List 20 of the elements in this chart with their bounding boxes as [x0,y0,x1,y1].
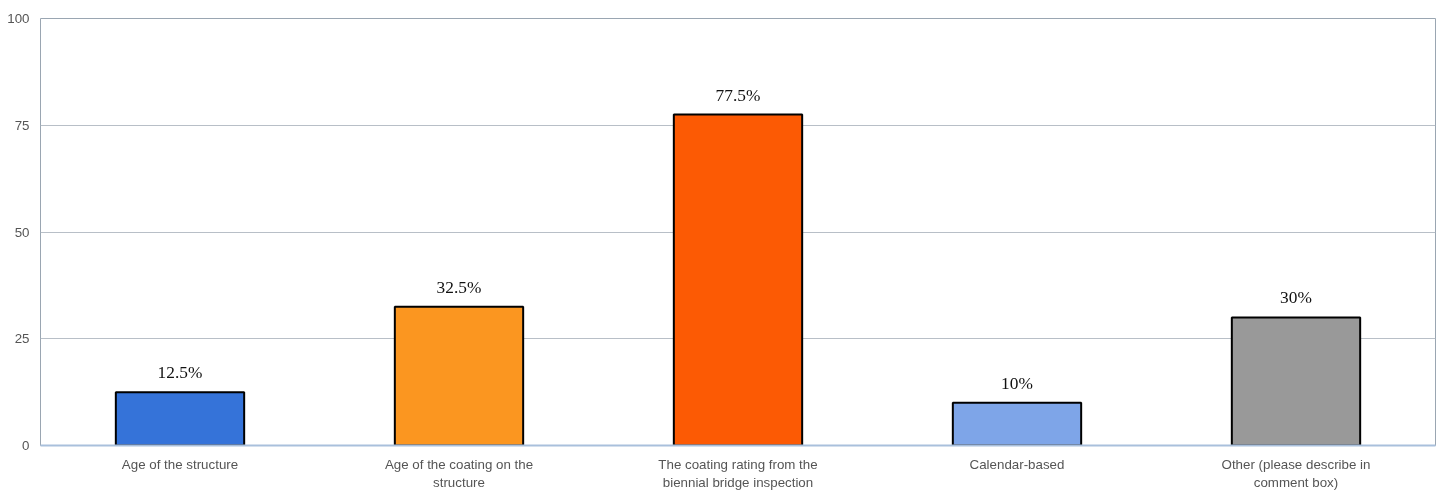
data-label: 12.5% [157,363,203,383]
x-tick-label: Other (please describe in comment box) [1221,456,1371,490]
x-tick-label: Age of the coating on the structure [384,456,534,490]
x-tick-label: The coating rating from the biennial bridge inspection [658,456,818,490]
x-tick-label: Age of the structure [121,456,239,472]
y-tick-label: 25 [14,331,30,347]
y-tick-label: 100 [7,11,30,26]
bar [951,401,1083,446]
y-tick-label: 0 [22,438,30,453]
data-label: 32.5% [436,277,482,297]
data-label: 10% [1001,373,1033,393]
bar [114,391,246,446]
bar [672,113,804,446]
y-tick-label: 75 [14,117,30,133]
x-tick-label: Calendar-based [969,456,1065,472]
bar [1230,316,1362,446]
bar [393,305,525,446]
data-label: 77.5% [715,85,761,105]
data-label: 30% [1280,288,1312,308]
y-tick-label: 50 [14,224,30,240]
